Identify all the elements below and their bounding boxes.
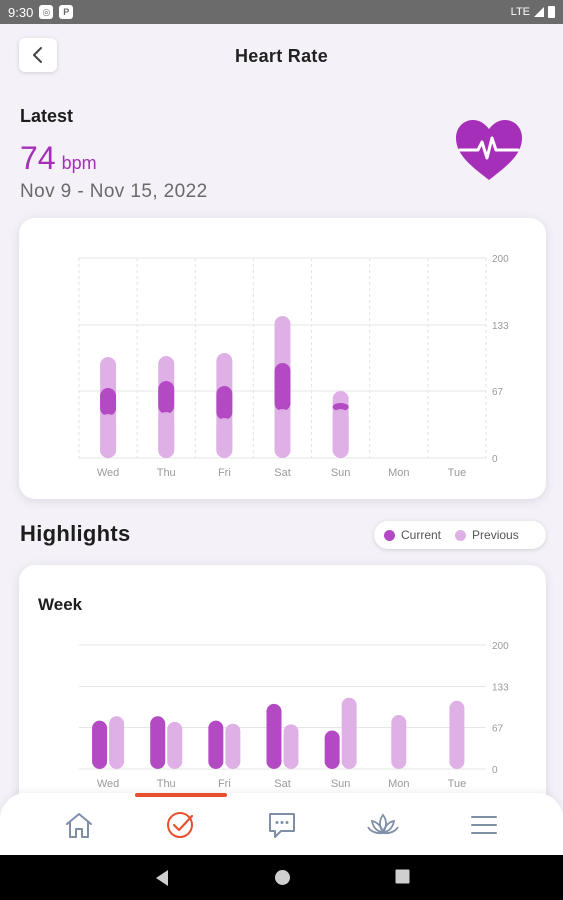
current-range-bar (216, 386, 233, 420)
y-tick-label: 200 (492, 254, 509, 265)
x-tick-label: Sun (331, 467, 351, 479)
x-tick-label: Wed (97, 778, 119, 790)
nav-activity[interactable] (160, 807, 200, 843)
week-chart-card: Week 200 133 67 0 Wed Thu Fri Sat Sun Mon Tue (19, 565, 546, 825)
nav-menu[interactable] (464, 807, 504, 843)
x-tick-label: Fri (218, 467, 231, 479)
legend-label-previous: Previous (472, 528, 519, 542)
nav-mindfulness[interactable] (363, 807, 403, 843)
legend-item-previous: Previous (455, 528, 519, 542)
active-tab-indicator (135, 793, 227, 797)
home-circle-icon[interactable] (274, 869, 291, 886)
x-tick-label: Thu (157, 778, 176, 790)
legend-label-current: Current (401, 528, 442, 542)
legend-dot-current (384, 529, 395, 541)
chat-icon (269, 813, 295, 838)
x-tick-label: Fri (218, 778, 231, 790)
latest-label: Latest (20, 106, 74, 126)
header: Heart Rate (0, 24, 563, 86)
current-range-bar (332, 403, 349, 411)
check-circle-icon (167, 812, 194, 838)
x-tick-label: Sat (274, 467, 291, 479)
y-tick-label: 133 (492, 321, 509, 332)
range-chart-card: 200 133 67 0 Wed Thu Fri Sat Sun Mon Tue (19, 218, 546, 499)
x-tick-label: Mon (388, 778, 409, 790)
previous-lower-range-bar (332, 409, 349, 458)
current-bar (92, 720, 108, 769)
recents-square-icon[interactable] (395, 869, 410, 884)
nav-messages[interactable] (262, 807, 302, 843)
home-icon (66, 813, 92, 838)
heart-rate-unit: bpm (61, 153, 97, 173)
notification-icon: ◎ (39, 5, 54, 19)
highlights-title: Highlights (20, 521, 131, 546)
previous-lower-range-bar (216, 418, 233, 458)
y-tick-label: 0 (492, 765, 498, 776)
current-bar (208, 720, 224, 769)
previous-bar (225, 723, 241, 769)
heart-pulse-icon (456, 120, 522, 180)
week-label: Week (38, 595, 83, 614)
y-tick-label: 0 (492, 454, 498, 465)
y-tick-label: 67 (492, 387, 504, 398)
y-tick-label: 67 (492, 723, 504, 734)
status-time: 9:30 (8, 4, 34, 20)
lotus-icon (367, 813, 399, 835)
signal-icon (534, 7, 544, 17)
current-range-bar (100, 388, 117, 416)
previous-lower-range-bar (274, 409, 291, 458)
previous-bar (283, 724, 299, 769)
back-button[interactable] (19, 38, 57, 72)
previous-bar (391, 715, 407, 769)
x-tick-label: Sun (331, 778, 351, 790)
latest-value: 74 bpm (20, 140, 97, 177)
range-chart: 200 133 67 0 Wed Thu Fri Sat Sun Mon Tue (78, 254, 509, 479)
current-bar (150, 716, 166, 769)
x-tick-label: Mon (388, 467, 409, 479)
network-label: LTE (510, 6, 530, 18)
previous-bar (449, 700, 465, 769)
current-bar (324, 730, 340, 769)
previous-bar (167, 721, 183, 769)
previous-lower-range-bar (100, 414, 117, 458)
chevron-left-icon (33, 47, 42, 63)
system-nav-bar (0, 855, 563, 900)
previous-lower-range-bar (158, 412, 175, 458)
app-notification-icon: P (59, 5, 74, 19)
current-bar (266, 703, 282, 769)
menu-icon (471, 816, 497, 834)
status-bar: 9:30 ◎ P LTE (0, 0, 563, 24)
current-range-bar (274, 363, 291, 411)
nav-home[interactable] (59, 807, 99, 843)
x-tick-label: Wed (97, 467, 119, 479)
date-range: Nov 9 - Nov 15, 2022 (20, 181, 208, 202)
legend-dot-previous (455, 529, 467, 541)
x-tick-label: Thu (157, 467, 176, 479)
y-tick-label: 200 (492, 641, 509, 652)
x-tick-label: Tue (448, 467, 467, 479)
x-tick-label: Sat (274, 778, 291, 790)
page-title: Heart Rate (234, 46, 329, 66)
bottom-nav (0, 793, 563, 855)
back-triangle-icon[interactable] (154, 869, 170, 887)
heart-rate-value: 74 (20, 140, 56, 176)
previous-bar (109, 716, 125, 769)
week-chart: 200 133 67 0 Wed Thu Fri Sat Sun Mon Tue (79, 641, 509, 790)
y-tick-label: 133 (492, 683, 509, 694)
legend-item-current: Current (384, 528, 441, 542)
x-tick-label: Tue (448, 778, 467, 790)
previous-bar (341, 697, 357, 769)
battery-icon (548, 6, 555, 18)
chart-legend: Current Previous (374, 521, 546, 549)
current-range-bar (158, 381, 175, 414)
